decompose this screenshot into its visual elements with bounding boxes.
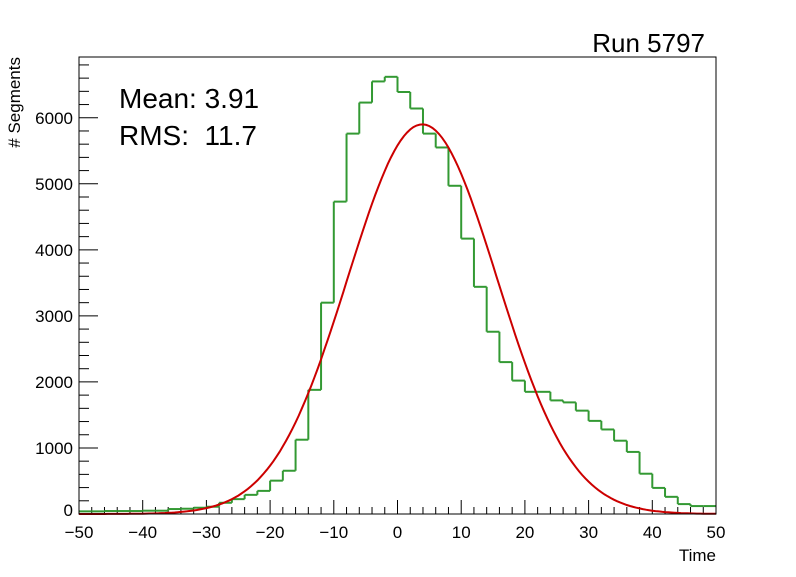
y-tick-label: 6000 bbox=[35, 109, 73, 128]
x-tick-label: 20 bbox=[515, 523, 534, 542]
y-tick-label: 0 bbox=[64, 501, 73, 520]
fit-curve bbox=[79, 123, 716, 515]
x-tick-label: −30 bbox=[192, 523, 221, 542]
y-tick-label: 2000 bbox=[35, 373, 73, 392]
x-tick-label: −20 bbox=[256, 523, 285, 542]
x-tick-label: −10 bbox=[319, 523, 348, 542]
x-tick-label: 40 bbox=[643, 523, 662, 542]
plot-frame bbox=[78, 56, 717, 515]
y-axis-label: # Segments bbox=[5, 57, 24, 148]
x-axis-label: Time bbox=[679, 546, 716, 565]
chart-title: Run 5797 bbox=[592, 28, 705, 58]
x-tick-label: 50 bbox=[707, 523, 726, 542]
y-tick-label: 1000 bbox=[35, 439, 73, 458]
stats-mean: Mean: 3.91 bbox=[119, 83, 259, 114]
y-tick-label: 3000 bbox=[35, 307, 73, 326]
y-tick-label: 4000 bbox=[35, 241, 73, 260]
y-tick-label: 5000 bbox=[35, 175, 73, 194]
x-tick-label: 30 bbox=[579, 523, 598, 542]
x-tick-label: −40 bbox=[128, 523, 157, 542]
x-tick-label: −50 bbox=[65, 523, 94, 542]
x-tick-label: 10 bbox=[452, 523, 471, 542]
x-tick-label: 0 bbox=[393, 523, 402, 542]
stats-rms: RMS: 11.7 bbox=[119, 120, 257, 151]
